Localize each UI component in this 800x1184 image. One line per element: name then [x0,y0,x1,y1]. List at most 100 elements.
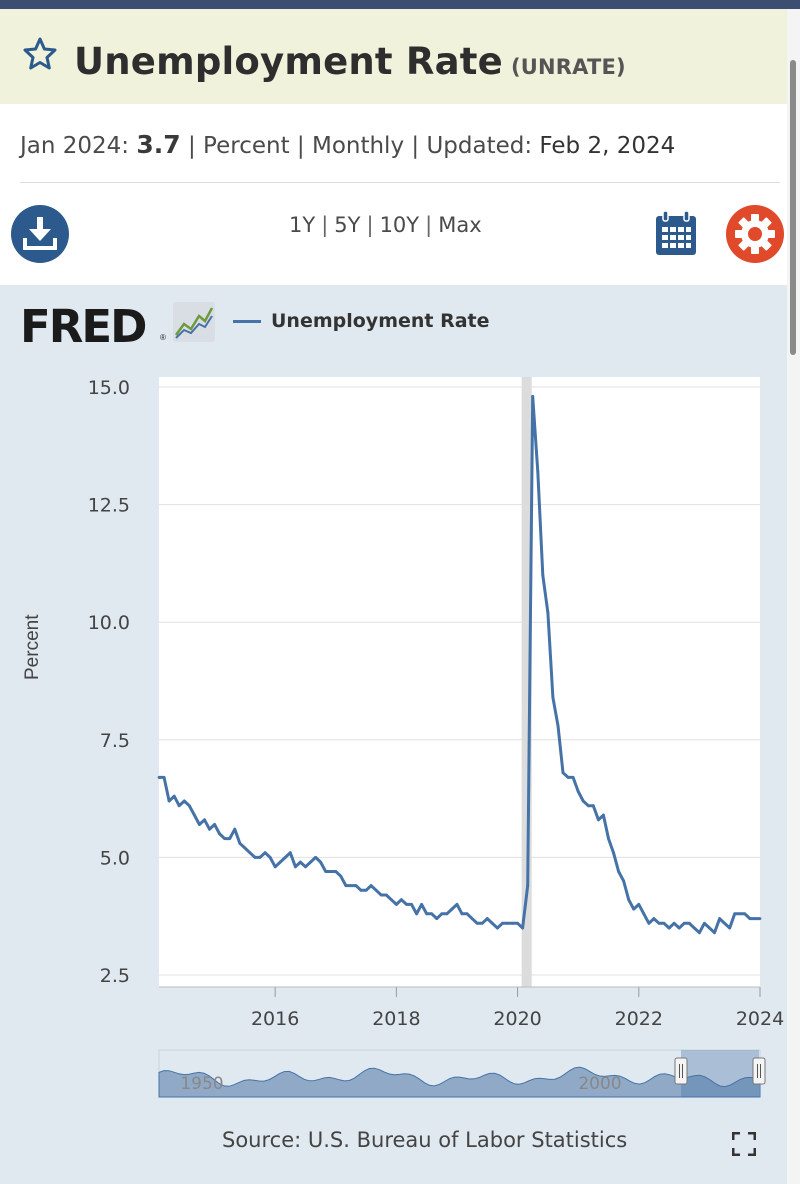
data-point [384,893,388,897]
y-tick-label: 5.0 [100,847,130,869]
y-tick-label: 15.0 [88,377,130,399]
data-point [324,870,328,873]
fred-logo: FRED [20,300,147,353]
data-point [632,907,636,911]
scrollbar-thumb[interactable] [790,60,796,355]
data-point [389,898,393,902]
data-point [637,903,641,906]
data-point [400,898,403,902]
data-point [501,921,504,925]
data-point [455,903,459,906]
data-point [379,893,383,897]
x-tick-label: 2022 [615,1008,663,1030]
data-point [172,794,176,798]
divider [20,182,780,183]
data-point [339,874,343,878]
data-point [470,917,474,920]
data-point [208,827,211,831]
data-point [435,917,439,920]
data-point [708,926,711,930]
download-button[interactable] [11,205,69,263]
data-point [193,813,196,817]
data-point [516,921,519,925]
data-point [652,917,656,920]
data-point [753,917,757,920]
data-point [692,926,696,930]
navigator-selection[interactable] [681,1050,759,1097]
date-range-selector: 1Y | 5Y | 10Y | Max [289,213,482,237]
data-point [672,921,676,925]
data-point [213,823,217,826]
star-icon[interactable] [22,36,58,72]
page-title: Unemployment Rate (UNRATE) [74,40,626,83]
data-point [521,926,524,930]
data-point [304,865,307,869]
data-point [228,837,232,840]
data-point [450,907,454,911]
data-point [698,931,701,935]
download-icon [23,217,57,250]
data-point [278,860,282,864]
data-point [642,912,646,916]
data-point [465,912,469,916]
data-point [430,912,434,916]
data-point [581,799,585,803]
data-point [571,776,575,779]
data-point [743,912,747,916]
range-max[interactable]: Max [438,213,482,237]
data-point [359,888,363,892]
data-point [703,921,706,925]
data-point [198,823,201,826]
data-point [718,917,721,920]
data-point [294,865,297,869]
data-point [319,860,322,864]
range-1y[interactable]: 1Y [289,213,316,237]
data-point [526,884,530,887]
y-tick-label: 7.5 [100,730,130,752]
x-tick-label: 2024 [736,1008,784,1030]
y-tick-label: 12.5 [88,495,130,517]
data-point [586,804,590,808]
series-info-line: Jan 2024: 3.7 | Percent | Monthly | Upda… [20,130,676,159]
data-point [682,921,686,925]
data-point [627,898,631,902]
data-point [511,921,514,925]
fred-logo-mark: ® [160,333,166,342]
data-point [531,395,535,398]
fred-graph-icon [173,302,215,342]
data-point [622,879,625,883]
gear-icon[interactable] [726,205,784,263]
data-point [182,799,186,803]
source-note: Source: U.S. Bureau of Labor Statistics [222,1128,628,1152]
data-point [288,851,292,855]
data-point [667,926,671,930]
data-point [374,888,378,892]
data-point [420,903,423,906]
navigator-handle[interactable] [752,1057,766,1085]
data-point [607,837,610,840]
range-5y[interactable]: 5Y [334,213,361,237]
data-point [738,912,742,916]
range-10y[interactable]: 10Y [379,213,420,237]
calendar-icon[interactable] [655,210,697,256]
navigator-year-label: 1950 [180,1074,223,1094]
data-point [758,917,762,920]
x-tick-label: 2018 [372,1008,420,1030]
navigator-handle[interactable] [674,1057,688,1085]
data-point [243,846,247,850]
fullscreen-icon[interactable] [732,1132,756,1156]
recession-shading [521,377,532,987]
data-point [354,884,358,887]
data-point [309,860,312,864]
data-point [748,917,752,920]
data-point [187,804,191,808]
x-tick-label: 2016 [251,1008,299,1030]
data-point [662,921,666,925]
data-point [395,903,398,906]
navigator-series [158,1066,761,1098]
data-point [496,926,499,930]
units-label: Percent [203,133,290,159]
data-point [157,776,161,779]
data-point [268,856,272,859]
